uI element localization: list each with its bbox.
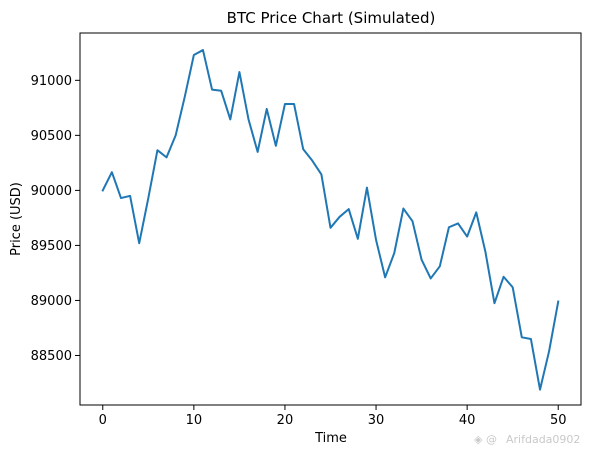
x-tick-label-20: 20: [277, 413, 294, 428]
x-axis-label: Time: [314, 431, 347, 446]
x-tick-label-40: 40: [459, 413, 476, 428]
watermark-text: Arifdada0902: [506, 433, 580, 446]
x-tick-label-30: 30: [368, 413, 385, 428]
chart-title: BTC Price Chart (Simulated): [227, 9, 436, 27]
plot-area: 0 10 20 30 40 50 88500 89000 89500 90000 90500 9100…: [31, 32, 582, 428]
y-tick-label-91000: 91000: [31, 74, 72, 89]
series-line-0: [101, 49, 560, 391]
x-tick-label-10: 10: [186, 413, 203, 428]
y-tick-label-88500: 88500: [31, 349, 72, 364]
watermark: ◈ @ Arifdada0902: [474, 433, 580, 446]
y-tick-label-89000: 89000: [31, 294, 72, 309]
x-tick-label-50: 50: [550, 413, 567, 428]
y-tick-label-90500: 90500: [31, 129, 72, 144]
y-tick-label-90000: 90000: [31, 184, 72, 199]
watermark-icon: ◈ @: [474, 433, 497, 446]
x-tick-label-0: 0: [99, 413, 107, 428]
y-axis-label: Price (USD): [9, 182, 24, 256]
y-tick-label-89500: 89500: [31, 239, 72, 254]
axes-frame: [79, 32, 582, 406]
